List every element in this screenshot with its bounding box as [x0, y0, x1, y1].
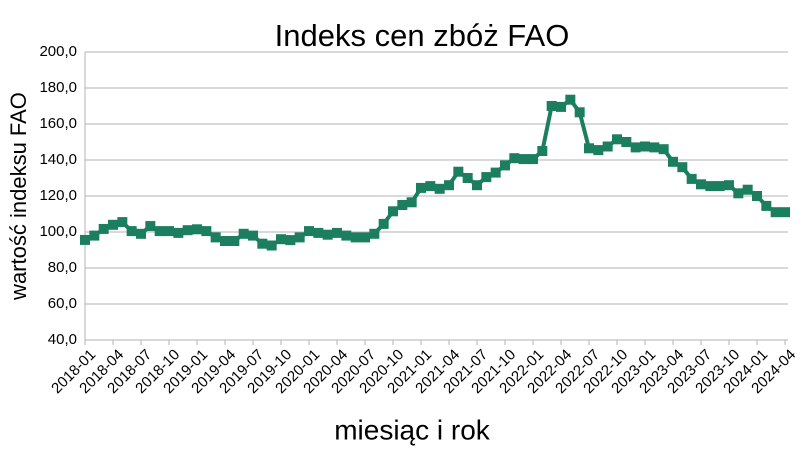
data-marker	[80, 234, 90, 245]
data-marker	[630, 142, 641, 153]
data-marker	[210, 232, 221, 243]
data-marker	[248, 230, 258, 241]
data-marker	[332, 227, 342, 238]
data-marker	[677, 162, 688, 173]
data-marker	[752, 191, 762, 201]
data-marker	[294, 232, 305, 243]
data-marker	[649, 142, 660, 153]
data-marker	[574, 107, 585, 118]
data-marker	[602, 141, 613, 152]
data-marker	[229, 236, 240, 246]
y-tick-label: 40,0	[48, 331, 77, 348]
data-marker	[742, 184, 753, 195]
data-marker	[640, 141, 650, 152]
data-marker	[406, 197, 417, 208]
y-tick-label: 60,0	[48, 295, 77, 312]
y-tick-label: 160,0	[39, 115, 77, 132]
data-marker	[490, 167, 501, 178]
data-marker	[313, 227, 324, 238]
y-axis-label: wartość indeksu FAO	[6, 92, 31, 301]
chart-title: Indeks cen zbóż FAO	[275, 18, 570, 53]
data-marker	[416, 182, 426, 193]
data-marker	[182, 225, 193, 236]
data-marker	[668, 156, 678, 167]
data-marker	[136, 228, 146, 239]
data-marker	[238, 228, 249, 239]
data-marker	[276, 234, 286, 245]
data-marker	[724, 180, 734, 191]
data-marker	[378, 218, 389, 229]
data-marker	[761, 200, 772, 211]
data-marker	[714, 181, 725, 192]
y-tick-label: 140,0	[39, 151, 77, 168]
data-marker	[509, 153, 520, 164]
data-marker	[686, 173, 697, 184]
data-marker	[546, 101, 557, 111]
data-marker	[500, 160, 510, 171]
data-marker	[145, 221, 156, 232]
data-marker	[621, 137, 632, 147]
data-marker	[658, 144, 669, 155]
data-marker	[341, 230, 352, 241]
data-marker	[444, 180, 454, 191]
data-marker	[257, 238, 268, 249]
data-marker	[388, 206, 398, 217]
data-marker	[126, 226, 137, 237]
data-marker	[98, 223, 109, 234]
y-tick-label: 100,0	[39, 223, 77, 240]
data-marker	[285, 235, 296, 246]
data-marker	[397, 200, 408, 210]
data-marker	[369, 228, 380, 239]
data-marker	[462, 173, 473, 183]
data-marker	[472, 180, 482, 191]
data-marker	[154, 226, 165, 237]
data-marker	[733, 188, 744, 199]
data-marker	[528, 154, 538, 165]
data-marker	[612, 134, 622, 145]
data-marker	[593, 145, 604, 156]
data-marker	[556, 101, 566, 112]
data-marker	[350, 232, 361, 243]
data-marker	[705, 181, 716, 192]
data-line	[84, 96, 785, 248]
data-marker	[565, 94, 576, 105]
x-axis-label: miesiąc i rok	[334, 414, 491, 445]
data-marker	[481, 172, 492, 183]
data-marker	[584, 143, 594, 154]
data-marker	[89, 230, 100, 241]
data-marker	[425, 181, 436, 192]
data-marker	[220, 236, 230, 246]
data-marker	[201, 226, 212, 237]
data-marker	[266, 240, 277, 251]
data-marker	[164, 226, 174, 237]
y-tick-label: 80,0	[48, 259, 77, 276]
data-marker	[108, 219, 118, 230]
data-marker	[322, 229, 333, 240]
y-tick-label: 200,0	[39, 43, 77, 60]
data-marker	[192, 224, 202, 235]
data-marker	[453, 166, 464, 177]
data-marker	[696, 179, 706, 190]
y-tick-label: 180,0	[39, 79, 77, 96]
data-marker	[304, 226, 314, 237]
y-tick-label: 120,0	[39, 187, 77, 204]
data-marker	[780, 207, 790, 218]
data-marker	[770, 207, 781, 218]
data-marker	[173, 227, 184, 238]
data-marker	[360, 232, 370, 243]
data-marker	[434, 183, 445, 194]
data-marker	[117, 217, 128, 228]
data-marker	[518, 154, 529, 165]
data-marker	[537, 146, 548, 156]
